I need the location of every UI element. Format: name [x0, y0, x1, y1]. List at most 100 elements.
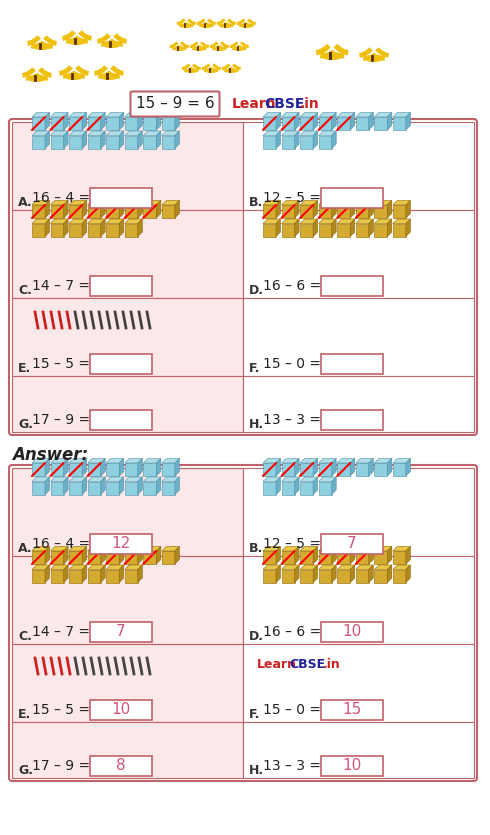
Text: H.: H.	[249, 763, 264, 777]
Polygon shape	[69, 117, 82, 130]
Polygon shape	[143, 551, 156, 564]
Polygon shape	[143, 200, 161, 205]
Polygon shape	[143, 463, 156, 476]
Polygon shape	[300, 117, 313, 130]
Text: G.: G.	[18, 763, 33, 777]
Polygon shape	[282, 546, 299, 551]
Polygon shape	[88, 477, 105, 482]
Polygon shape	[69, 569, 82, 583]
FancyBboxPatch shape	[321, 354, 383, 374]
Polygon shape	[393, 569, 406, 583]
Text: 15 – 0 =: 15 – 0 =	[263, 357, 321, 371]
Polygon shape	[162, 546, 179, 551]
Polygon shape	[125, 551, 138, 564]
Polygon shape	[50, 205, 64, 218]
FancyBboxPatch shape	[243, 210, 474, 298]
Polygon shape	[276, 113, 281, 130]
Polygon shape	[369, 546, 373, 564]
Polygon shape	[162, 463, 175, 476]
Polygon shape	[350, 219, 355, 236]
Polygon shape	[300, 546, 318, 551]
Polygon shape	[64, 131, 68, 149]
Polygon shape	[300, 551, 313, 564]
Polygon shape	[300, 200, 318, 205]
Polygon shape	[337, 113, 355, 117]
Text: 15 – 5 =: 15 – 5 =	[32, 357, 90, 371]
Polygon shape	[263, 569, 276, 583]
Polygon shape	[88, 458, 105, 463]
Polygon shape	[318, 482, 332, 494]
Polygon shape	[300, 219, 318, 224]
Polygon shape	[263, 565, 281, 569]
Polygon shape	[276, 546, 281, 564]
Polygon shape	[369, 565, 373, 583]
Polygon shape	[313, 458, 318, 476]
Polygon shape	[387, 113, 392, 130]
Polygon shape	[106, 546, 124, 551]
FancyBboxPatch shape	[130, 92, 220, 117]
Polygon shape	[64, 219, 68, 236]
Polygon shape	[69, 565, 87, 569]
Polygon shape	[125, 224, 138, 236]
Polygon shape	[318, 131, 336, 135]
Text: CBSE: CBSE	[289, 658, 325, 671]
Polygon shape	[138, 219, 142, 236]
Polygon shape	[350, 565, 355, 583]
Polygon shape	[332, 219, 336, 236]
Polygon shape	[125, 463, 138, 476]
Text: 12 – 5 =: 12 – 5 =	[263, 191, 321, 205]
Polygon shape	[356, 200, 373, 205]
Text: F.: F.	[249, 707, 260, 721]
Text: 7: 7	[116, 625, 126, 640]
Polygon shape	[156, 477, 161, 494]
Polygon shape	[50, 131, 68, 135]
Text: 10: 10	[111, 702, 131, 717]
Polygon shape	[125, 200, 142, 205]
Polygon shape	[69, 219, 87, 224]
Polygon shape	[100, 219, 105, 236]
Polygon shape	[332, 458, 336, 476]
Polygon shape	[32, 463, 45, 476]
Polygon shape	[156, 113, 161, 130]
Polygon shape	[106, 200, 124, 205]
Polygon shape	[393, 205, 406, 218]
Polygon shape	[50, 219, 68, 224]
Polygon shape	[138, 477, 142, 494]
Polygon shape	[318, 219, 336, 224]
FancyBboxPatch shape	[12, 122, 243, 210]
Polygon shape	[106, 482, 119, 494]
Polygon shape	[69, 551, 82, 564]
Polygon shape	[175, 546, 179, 564]
Polygon shape	[313, 546, 318, 564]
FancyBboxPatch shape	[9, 465, 477, 781]
Polygon shape	[50, 458, 68, 463]
Polygon shape	[64, 565, 68, 583]
Polygon shape	[374, 569, 387, 583]
Polygon shape	[282, 463, 294, 476]
Polygon shape	[393, 117, 406, 130]
Text: 16 – 6 =: 16 – 6 =	[263, 279, 321, 293]
Polygon shape	[282, 565, 299, 569]
Polygon shape	[45, 546, 49, 564]
Polygon shape	[45, 113, 49, 130]
Polygon shape	[69, 224, 82, 236]
Polygon shape	[318, 117, 332, 130]
Polygon shape	[393, 546, 411, 551]
Polygon shape	[138, 200, 142, 218]
Polygon shape	[300, 135, 313, 149]
Polygon shape	[263, 131, 281, 135]
Polygon shape	[69, 131, 87, 135]
Polygon shape	[263, 135, 276, 149]
FancyBboxPatch shape	[90, 700, 152, 720]
Polygon shape	[300, 569, 313, 583]
FancyBboxPatch shape	[12, 556, 243, 644]
Text: 16 – 4 =: 16 – 4 =	[32, 537, 90, 551]
Polygon shape	[337, 200, 355, 205]
Polygon shape	[45, 200, 49, 218]
Polygon shape	[374, 224, 387, 236]
Text: 7: 7	[347, 537, 357, 551]
Polygon shape	[350, 200, 355, 218]
Polygon shape	[175, 113, 179, 130]
Polygon shape	[374, 117, 387, 130]
Polygon shape	[282, 219, 299, 224]
